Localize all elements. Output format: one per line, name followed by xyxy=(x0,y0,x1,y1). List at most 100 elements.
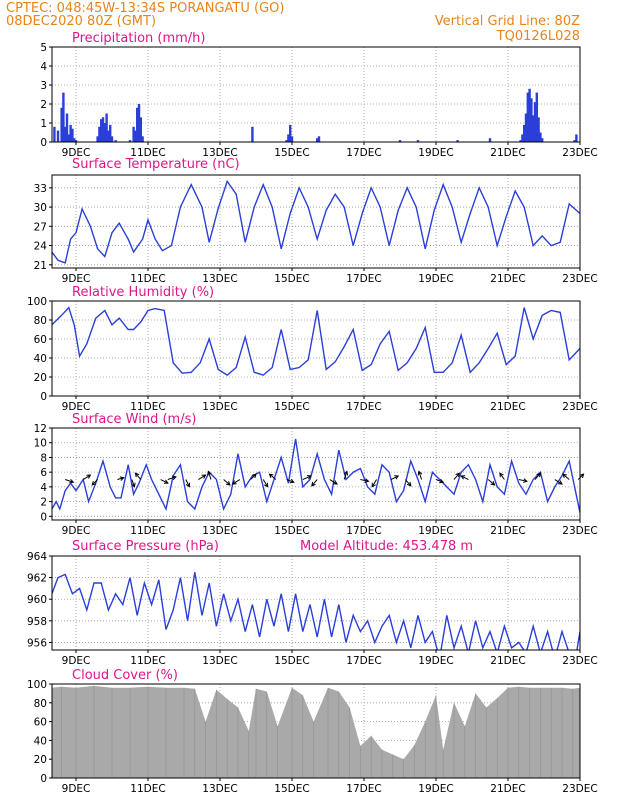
precipitation-bar xyxy=(533,102,537,142)
wind-arrow xyxy=(185,479,190,487)
precipitation-bar xyxy=(136,107,139,142)
precipitation-bar xyxy=(65,113,69,142)
x-tick-label: 15DEC xyxy=(274,655,309,667)
wind-arrow xyxy=(207,471,212,480)
wind-arrow xyxy=(65,479,74,483)
precipitation-bar xyxy=(107,130,110,142)
temperature-frame xyxy=(51,174,581,269)
wind-arrow xyxy=(577,473,584,480)
y-tick-label: 100 xyxy=(27,296,47,308)
y-tick-label: 958 xyxy=(27,616,47,628)
x-tick-label: 19DEC xyxy=(418,525,453,537)
precipitation-title: Precipitation (mm/h) xyxy=(72,31,205,46)
wind-arrow-head xyxy=(263,482,269,488)
x-tick-label: 15DEC xyxy=(274,401,309,413)
vertical-grid-header: Vertical Grid Line: 80Z xyxy=(435,14,580,29)
wind-arrow xyxy=(554,479,563,485)
wind-arrow xyxy=(269,473,277,480)
y-tick-label: 4 xyxy=(40,482,47,494)
y-tick-label: 962 xyxy=(27,573,47,585)
precipitation-bar xyxy=(573,140,576,142)
x-tick-label: 23DEC xyxy=(562,783,597,795)
precipitation-bar xyxy=(528,88,531,142)
wind-arrow-head xyxy=(490,481,496,486)
precipitation-bar xyxy=(416,140,420,142)
x-tick-label: 15DEC xyxy=(274,147,309,159)
precipitation-bar xyxy=(105,113,108,142)
x-tick-label: 13DEC xyxy=(202,147,237,159)
wind-arrow-head xyxy=(119,476,125,481)
precipitation-bar xyxy=(103,123,107,142)
x-tick-label: 13DEC xyxy=(202,783,237,795)
wind-arrow xyxy=(232,479,241,485)
x-tick-label: 21DEC xyxy=(490,655,525,667)
x-tick-label: 21DEC xyxy=(490,401,525,413)
wind-arrow-head xyxy=(225,481,231,486)
cloud-cover-frame xyxy=(51,683,581,779)
x-tick-label: 13DEC xyxy=(202,401,237,413)
wind-arrow-head xyxy=(579,473,585,479)
wind-arrow-head xyxy=(499,472,504,478)
precipitation-bar xyxy=(290,136,294,142)
temperature-title: Surface Temperature (nC) xyxy=(72,157,240,172)
wind-arrow-head xyxy=(131,482,136,488)
x-tick-label: 13DEC xyxy=(202,525,237,537)
wind-arrow-head xyxy=(201,474,207,479)
wind-arrow xyxy=(82,474,91,480)
precipitation-bar xyxy=(317,136,321,142)
x-tick-label: 13DEC xyxy=(202,273,237,285)
y-tick-label: 2 xyxy=(40,497,47,509)
wind-arrow xyxy=(371,479,378,487)
wind-arrow-head xyxy=(455,472,461,478)
precipitation-bar xyxy=(532,115,535,142)
wind-arrow xyxy=(499,472,505,480)
x-tick-label: 9DEC xyxy=(62,525,91,537)
precipitation-bar xyxy=(488,138,492,142)
y-tick-label: 30 xyxy=(34,202,47,214)
x-tick-label: 11DEC xyxy=(130,525,165,537)
y-tick-label: 27 xyxy=(34,221,47,233)
y-tick-label: 5 xyxy=(40,42,47,54)
y-tick-label: 10 xyxy=(34,438,47,450)
precipitation-panel: 0 1 2 3 4 5 9DEC 11DEC 13DEC 15DEC 17DEC 19DEC 21DEC… xyxy=(40,31,597,159)
y-tick-label: 4 xyxy=(40,61,47,73)
y-tick-label: 60 xyxy=(34,334,47,346)
wind-arrow xyxy=(135,472,142,480)
wind-arrow xyxy=(405,479,412,487)
precipitation-bar xyxy=(521,134,524,142)
x-tick-label: 15DEC xyxy=(274,525,309,537)
x-tick-label: 9DEC xyxy=(62,401,91,413)
wind-title: Surface Wind (m/s) xyxy=(72,412,196,427)
x-tick-label: 15DEC xyxy=(274,273,309,285)
wind-arrow xyxy=(390,475,399,480)
y-tick-label: 24 xyxy=(34,241,48,253)
wind-arrow xyxy=(329,479,338,485)
precipitation-frame xyxy=(51,46,581,143)
wind-arrow xyxy=(167,476,177,480)
model-code-header: TQ0126L028 xyxy=(496,29,580,44)
wind-arrow-head xyxy=(406,481,412,487)
wind-arrow-head xyxy=(557,480,563,485)
wind-arrow-head xyxy=(460,475,466,480)
humidity-frame xyxy=(51,300,581,397)
y-tick-label: 80 xyxy=(34,698,47,710)
x-tick-label: 9DEC xyxy=(62,273,91,285)
wind-arrow-head xyxy=(343,470,349,476)
wind-arrow xyxy=(435,479,444,483)
precipitation-bar xyxy=(96,136,99,142)
wind-arrow xyxy=(487,479,495,486)
precipitation-bar xyxy=(132,126,135,142)
wind-arrow-head xyxy=(69,478,75,484)
temperature-series-line xyxy=(52,179,580,264)
wind-arrow xyxy=(534,472,541,480)
wind-arrow xyxy=(286,479,294,483)
x-tick-label: 11DEC xyxy=(130,147,165,159)
precipitation-bar xyxy=(98,126,101,142)
y-tick-label: 40 xyxy=(34,353,47,365)
wind-arrow-head xyxy=(562,473,567,479)
model-altitude-label: Model Altitude: 453.478 m xyxy=(300,539,473,554)
precipitation-bar xyxy=(539,132,542,142)
precipitation-bar xyxy=(575,134,578,142)
wind-arrow xyxy=(160,479,169,484)
